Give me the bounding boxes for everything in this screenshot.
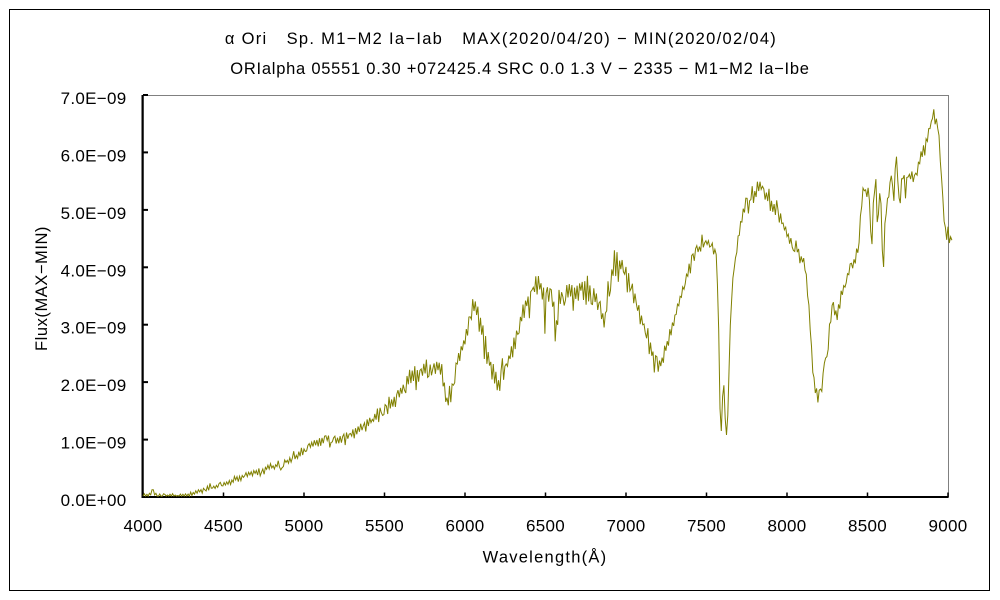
svg-text:2.0E−09: 2.0E−09: [61, 376, 127, 395]
svg-text:5.0E−09: 5.0E−09: [61, 204, 127, 223]
svg-text:α Ori Sp. M1−M2 Ia−Iab MAX(2: α Ori Sp. M1−M2 Ia−Iab MAX(2020/04/20) −…: [225, 30, 777, 48]
svg-text:0.0E+00: 0.0E+00: [61, 491, 127, 510]
svg-text:Flux(MAX−MIN): Flux(MAX−MIN): [33, 226, 51, 351]
svg-text:ORIalpha 05551 0.30 +072425.4: ORIalpha 05551 0.30 +072425.4 SRC 0.0 1.…: [230, 60, 809, 78]
svg-text:4.0E−09: 4.0E−09: [61, 261, 127, 280]
svg-text:5000: 5000: [284, 516, 323, 535]
svg-text:5500: 5500: [365, 516, 404, 535]
svg-text:4000: 4000: [123, 516, 162, 535]
svg-text:3.0E−09: 3.0E−09: [61, 319, 127, 338]
svg-text:9000: 9000: [928, 516, 967, 535]
svg-text:7.0E−09: 7.0E−09: [61, 89, 127, 108]
svg-text:6000: 6000: [445, 516, 484, 535]
svg-text:6500: 6500: [526, 516, 565, 535]
svg-text:6.0E−09: 6.0E−09: [61, 146, 127, 165]
svg-text:8000: 8000: [767, 516, 806, 535]
svg-text:7000: 7000: [606, 516, 645, 535]
svg-text:Wavelength(Å): Wavelength(Å): [483, 548, 608, 567]
svg-text:1.0E−09: 1.0E−09: [61, 434, 127, 453]
svg-text:8500: 8500: [848, 516, 887, 535]
svg-text:4500: 4500: [204, 516, 243, 535]
svg-text:7500: 7500: [687, 516, 726, 535]
